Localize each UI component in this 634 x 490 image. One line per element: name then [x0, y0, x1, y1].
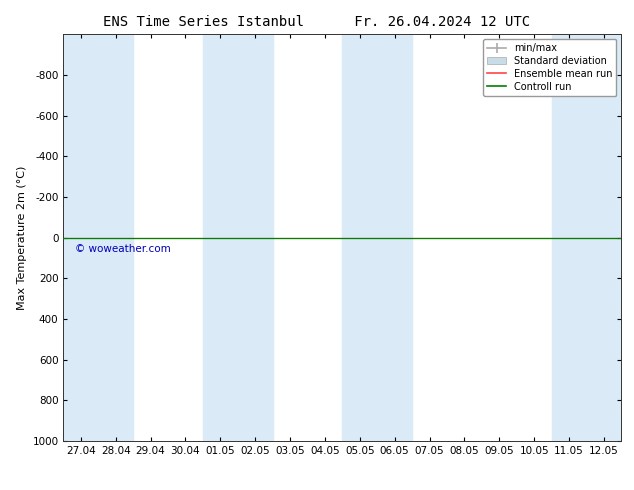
Bar	[203, 34, 238, 441]
Bar	[552, 34, 586, 441]
Bar	[342, 34, 377, 441]
Bar	[98, 34, 133, 441]
Bar	[586, 34, 621, 441]
Bar	[63, 34, 98, 441]
Y-axis label: Max Temperature 2m (°C): Max Temperature 2m (°C)	[17, 166, 27, 310]
Bar	[377, 34, 412, 441]
Text: ENS Time Series Istanbul      Fr. 26.04.2024 12 UTC: ENS Time Series Istanbul Fr. 26.04.2024 …	[103, 15, 531, 29]
Legend: min/max, Standard deviation, Ensemble mean run, Controll run: min/max, Standard deviation, Ensemble me…	[483, 39, 616, 96]
Bar	[238, 34, 273, 441]
Text: © woweather.com: © woweather.com	[75, 244, 171, 254]
